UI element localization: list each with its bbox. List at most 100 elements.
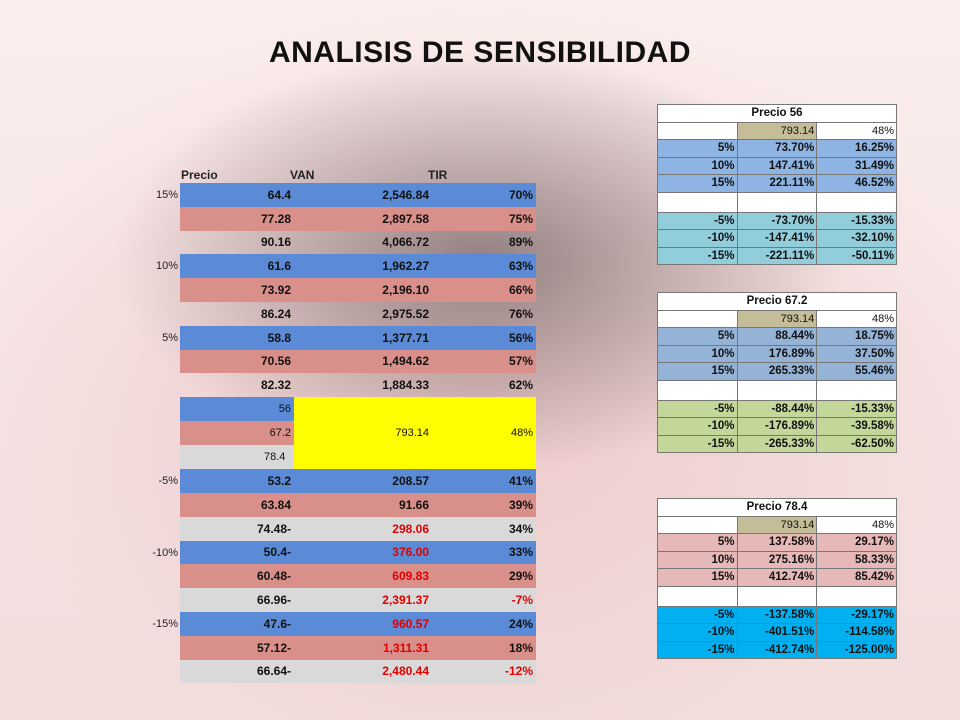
neg-row-tir: 18% bbox=[432, 635, 536, 660]
table-row: -15% -221.11% -50.11% bbox=[657, 246, 897, 265]
neg-row-tir: 33% bbox=[432, 540, 536, 565]
neg-row-precio: 47.6- bbox=[180, 611, 294, 636]
main-sensitivity-table: Precio VAN TIR 15% 64.4 2,546.84 70% 77.28 2,… bbox=[0, 160, 536, 684]
base-scenario-block: 56 67.2 78.4 793.14 48% bbox=[0, 397, 536, 470]
neg-row-precio: 60.48- bbox=[180, 564, 294, 589]
side-table-spacer-row bbox=[657, 379, 897, 401]
spacer-cell bbox=[816, 585, 897, 607]
pos-row-precio: 61.6 bbox=[180, 254, 294, 279]
spacer-cell bbox=[736, 585, 818, 607]
table-row: 90.16 4,066.72 89% bbox=[0, 231, 536, 255]
side-cell: -401.51% bbox=[736, 623, 818, 642]
base-empty-cell bbox=[657, 121, 738, 140]
pos-row-label: 15% bbox=[155, 189, 178, 201]
pos-row-tir: 76% bbox=[508, 306, 533, 321]
side-table-title: Precio 67.2 bbox=[657, 292, 897, 311]
table-row: -10% -176.89% -39.58% bbox=[657, 417, 897, 436]
pos-row-tir: 56% bbox=[432, 325, 536, 350]
pos-row-label: 5% bbox=[162, 331, 178, 344]
table-row: 5% 137.58% 29.17% bbox=[657, 533, 897, 552]
neg-row-precio: 50.4- bbox=[180, 540, 294, 565]
pos-row-tir: 63% bbox=[432, 254, 536, 279]
table-row: 57.12- 1,311.31 18% bbox=[0, 635, 536, 660]
side-table-base-row: 793.14 48% bbox=[657, 515, 897, 534]
pos-row-van: 1,884.33 bbox=[382, 378, 429, 393]
side-cell: -15.33% bbox=[816, 211, 897, 230]
side-cell: 37.50% bbox=[816, 344, 897, 363]
neg-row-precio: 66.64- bbox=[180, 659, 294, 684]
neg-row-van: 91.66 bbox=[294, 492, 432, 517]
pos-row-precio: 77.28 bbox=[180, 206, 294, 231]
base-tir-cell: 48% bbox=[816, 309, 897, 328]
pos-row-precio: 70.56 bbox=[180, 349, 294, 374]
side-cell: 5% bbox=[657, 139, 738, 158]
neg-row-precio: 57.12- bbox=[180, 635, 294, 660]
side-table-title: Precio 78.4 bbox=[657, 498, 897, 517]
neg-row-van: 960.57 bbox=[294, 611, 432, 636]
side-cell: -137.58% bbox=[736, 605, 818, 624]
side-table-base-row: 793.14 48% bbox=[657, 309, 897, 328]
base-precio-1: 56 bbox=[180, 397, 294, 422]
side-cell: -125.00% bbox=[816, 640, 897, 659]
neg-row-label: -15% bbox=[152, 617, 178, 630]
pos-row-tir: 75% bbox=[432, 206, 536, 231]
table-row: -5% -137.58% -29.17% bbox=[657, 605, 897, 624]
table-row: 73.92 2,196.10 66% bbox=[0, 278, 536, 302]
pos-row-van: 2,546.84 bbox=[294, 183, 432, 207]
pos-row-van: 2,196.10 bbox=[294, 278, 432, 302]
side-cell: -5% bbox=[657, 211, 738, 230]
side-cell: 46.52% bbox=[816, 174, 897, 193]
side-cell: 176.89% bbox=[736, 344, 818, 363]
table-row: -15% -265.33% -62.50% bbox=[657, 434, 897, 453]
base-van-cell: 793.14 bbox=[736, 515, 818, 534]
neg-row-precio: 63.84 bbox=[180, 492, 294, 517]
table-row: 5% 58.8 1,377.71 56% bbox=[0, 325, 536, 350]
side-cell: -10% bbox=[657, 623, 738, 642]
table-row: -10% -401.51% -114.58% bbox=[657, 623, 897, 642]
neg-row-van: 208.57 bbox=[294, 469, 432, 493]
side-cell: 10% bbox=[657, 550, 738, 569]
neg-row-precio: 74.48- bbox=[180, 516, 294, 541]
table-row: 15% 221.11% 46.52% bbox=[657, 174, 897, 193]
header-van: VAN bbox=[290, 168, 315, 182]
pos-row-label: 10% bbox=[155, 260, 178, 273]
base-empty-cell bbox=[657, 309, 738, 328]
neg-row-van: 1,311.31 bbox=[294, 635, 432, 660]
neg-row-van: 609.83 bbox=[294, 564, 432, 589]
pos-row-precio: 64.4 bbox=[180, 183, 294, 207]
side-cell: 137.58% bbox=[736, 533, 818, 552]
side-cell: 10% bbox=[657, 344, 738, 363]
pos-row-van: 4,066.72 bbox=[382, 235, 429, 250]
base-tir-cell: 48% bbox=[816, 515, 897, 534]
base-tir: 48% bbox=[432, 397, 536, 470]
pos-row-tir: 57% bbox=[432, 349, 536, 374]
side-cell: 31.49% bbox=[816, 156, 897, 175]
table-row: -5% -73.70% -15.33% bbox=[657, 211, 897, 230]
spacer-cell bbox=[657, 585, 738, 607]
side-cell: -50.11% bbox=[816, 246, 897, 265]
table-row: 66.96- 2,391.37 -7% bbox=[0, 588, 536, 612]
pos-row-precio: 73.92 bbox=[180, 278, 294, 302]
rows-negative: -5% 53.2 208.57 41% 63.84 91.66 39% 74.48- 298.0… bbox=[0, 469, 536, 684]
table-row: 10% 275.16% 58.33% bbox=[657, 550, 897, 569]
side-cell: -88.44% bbox=[736, 399, 818, 418]
table-row: -15% -412.74% -125.00% bbox=[657, 640, 897, 659]
side-cell: 55.46% bbox=[816, 362, 897, 381]
neg-row-tir: 29% bbox=[432, 564, 536, 589]
side-cell: -15% bbox=[657, 434, 738, 453]
table-row: -10% -147.41% -32.10% bbox=[657, 229, 897, 248]
side-cell: 18.75% bbox=[816, 327, 897, 346]
spacer-cell bbox=[736, 191, 818, 213]
side-cell: -29.17% bbox=[816, 605, 897, 624]
side-cell: 275.16% bbox=[736, 550, 818, 569]
side-cell: 88.44% bbox=[736, 327, 818, 346]
base-van-cell: 793.14 bbox=[736, 121, 818, 140]
side-table-spacer-row bbox=[657, 191, 897, 213]
base-precio-2: 67.2 bbox=[180, 421, 294, 446]
neg-row-tir: 34% bbox=[432, 516, 536, 541]
pos-row-van: 2,897.58 bbox=[294, 206, 432, 231]
side-table-base-row: 793.14 48% bbox=[657, 121, 897, 140]
side-cell: -15% bbox=[657, 246, 738, 265]
side-cell: -39.58% bbox=[816, 417, 897, 436]
side-cell: -412.74% bbox=[736, 640, 818, 659]
